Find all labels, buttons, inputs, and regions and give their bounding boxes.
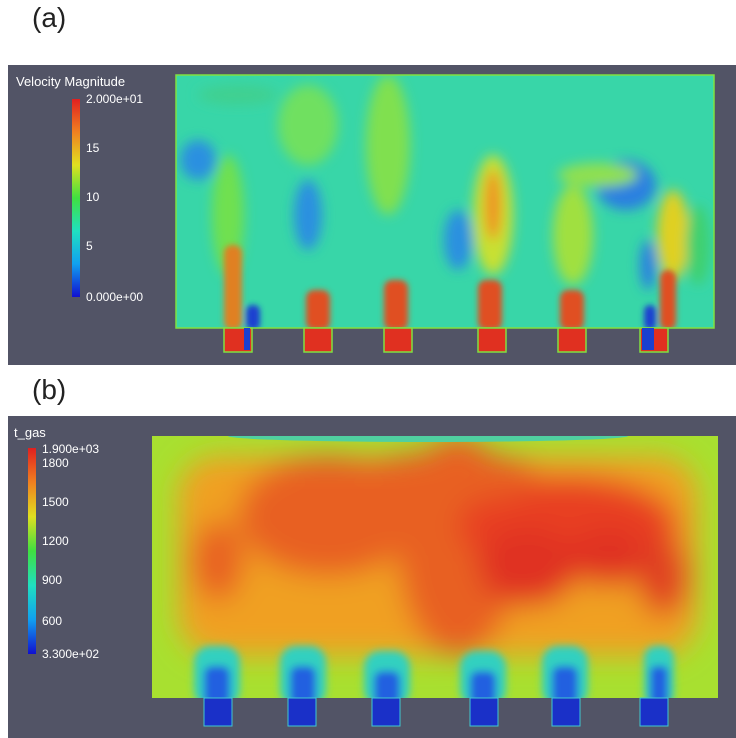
panel-a-label: (a) — [32, 2, 67, 33]
velocity-tick-5: 5 — [86, 239, 93, 253]
velocity-legend-max: 2.000e+01 — [86, 92, 144, 106]
temperature-viewport: t_gas 1.900e+03 1800 1500 1200 900 600 3… — [8, 416, 736, 738]
temperature-colorbar — [28, 448, 36, 654]
velocity-legend-title: Velocity Magnitude — [16, 74, 126, 89]
temperature-tick-600: 600 — [42, 614, 63, 628]
temperature-tick-1500: 1500 — [42, 495, 69, 509]
velocity-colorbar — [72, 99, 80, 297]
temperature-tick-900: 900 — [42, 573, 63, 587]
velocity-field — [175, 74, 715, 353]
temperature-field — [152, 436, 718, 727]
velocity-tick-15: 15 — [86, 141, 100, 155]
temperature-tick-1800: 1800 — [42, 456, 69, 470]
temperature-legend-min: 3.300e+02 — [42, 647, 100, 661]
panel-b-label: (b) — [32, 374, 67, 405]
temperature-legend-title: t_gas — [14, 425, 46, 440]
velocity-viewport: Velocity Magnitude 2.000e+01 15 10 5 0.0… — [8, 65, 736, 365]
temperature-legend-max: 1.900e+03 — [42, 442, 100, 456]
temperature-tick-1200: 1200 — [42, 534, 69, 548]
velocity-tick-10: 10 — [86, 190, 100, 204]
velocity-legend-min: 0.000e+00 — [86, 290, 144, 304]
